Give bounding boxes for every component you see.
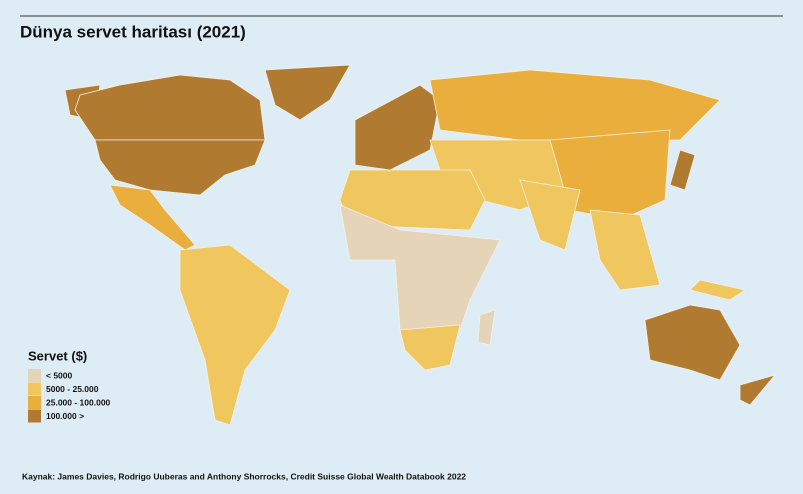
new-zealand: [739, 374, 777, 406]
legend-swatch: [28, 369, 41, 382]
india: [519, 179, 581, 251]
source-note: Kaynak: James Davies, Rodrigo Uuberas an…: [22, 471, 466, 481]
legend: Servet ($) < 5000 5000 - 25.000 25.000 - 1…: [28, 348, 111, 423]
japan: [669, 149, 696, 191]
canada: [74, 74, 266, 141]
legend-label: 5000 - 25.000: [46, 384, 99, 394]
southeast-asia: [589, 209, 661, 291]
western-europe: [354, 84, 441, 171]
legend-swatch: [28, 409, 41, 423]
map-title: Dünya servet haritası (2021): [20, 22, 246, 41]
australia: [644, 304, 741, 381]
greenland: [264, 64, 351, 121]
madagascar: [477, 309, 496, 346]
world-map: [64, 64, 777, 426]
north-africa: [339, 169, 486, 231]
russia: [429, 69, 721, 141]
legend-label: < 5000: [46, 370, 73, 380]
legend-swatch: [28, 382, 41, 396]
usa: [94, 139, 266, 196]
south-america: [179, 244, 291, 426]
indonesia-png: [689, 279, 747, 301]
legend-label: 100.000 >: [46, 411, 84, 421]
mexico-central-america: [109, 184, 196, 251]
legend-swatch: [28, 396, 41, 409]
legend-title: Servet ($): [28, 348, 87, 363]
legend-label: 25.000 - 100.000: [46, 397, 111, 407]
southern-africa: [399, 324, 461, 371]
